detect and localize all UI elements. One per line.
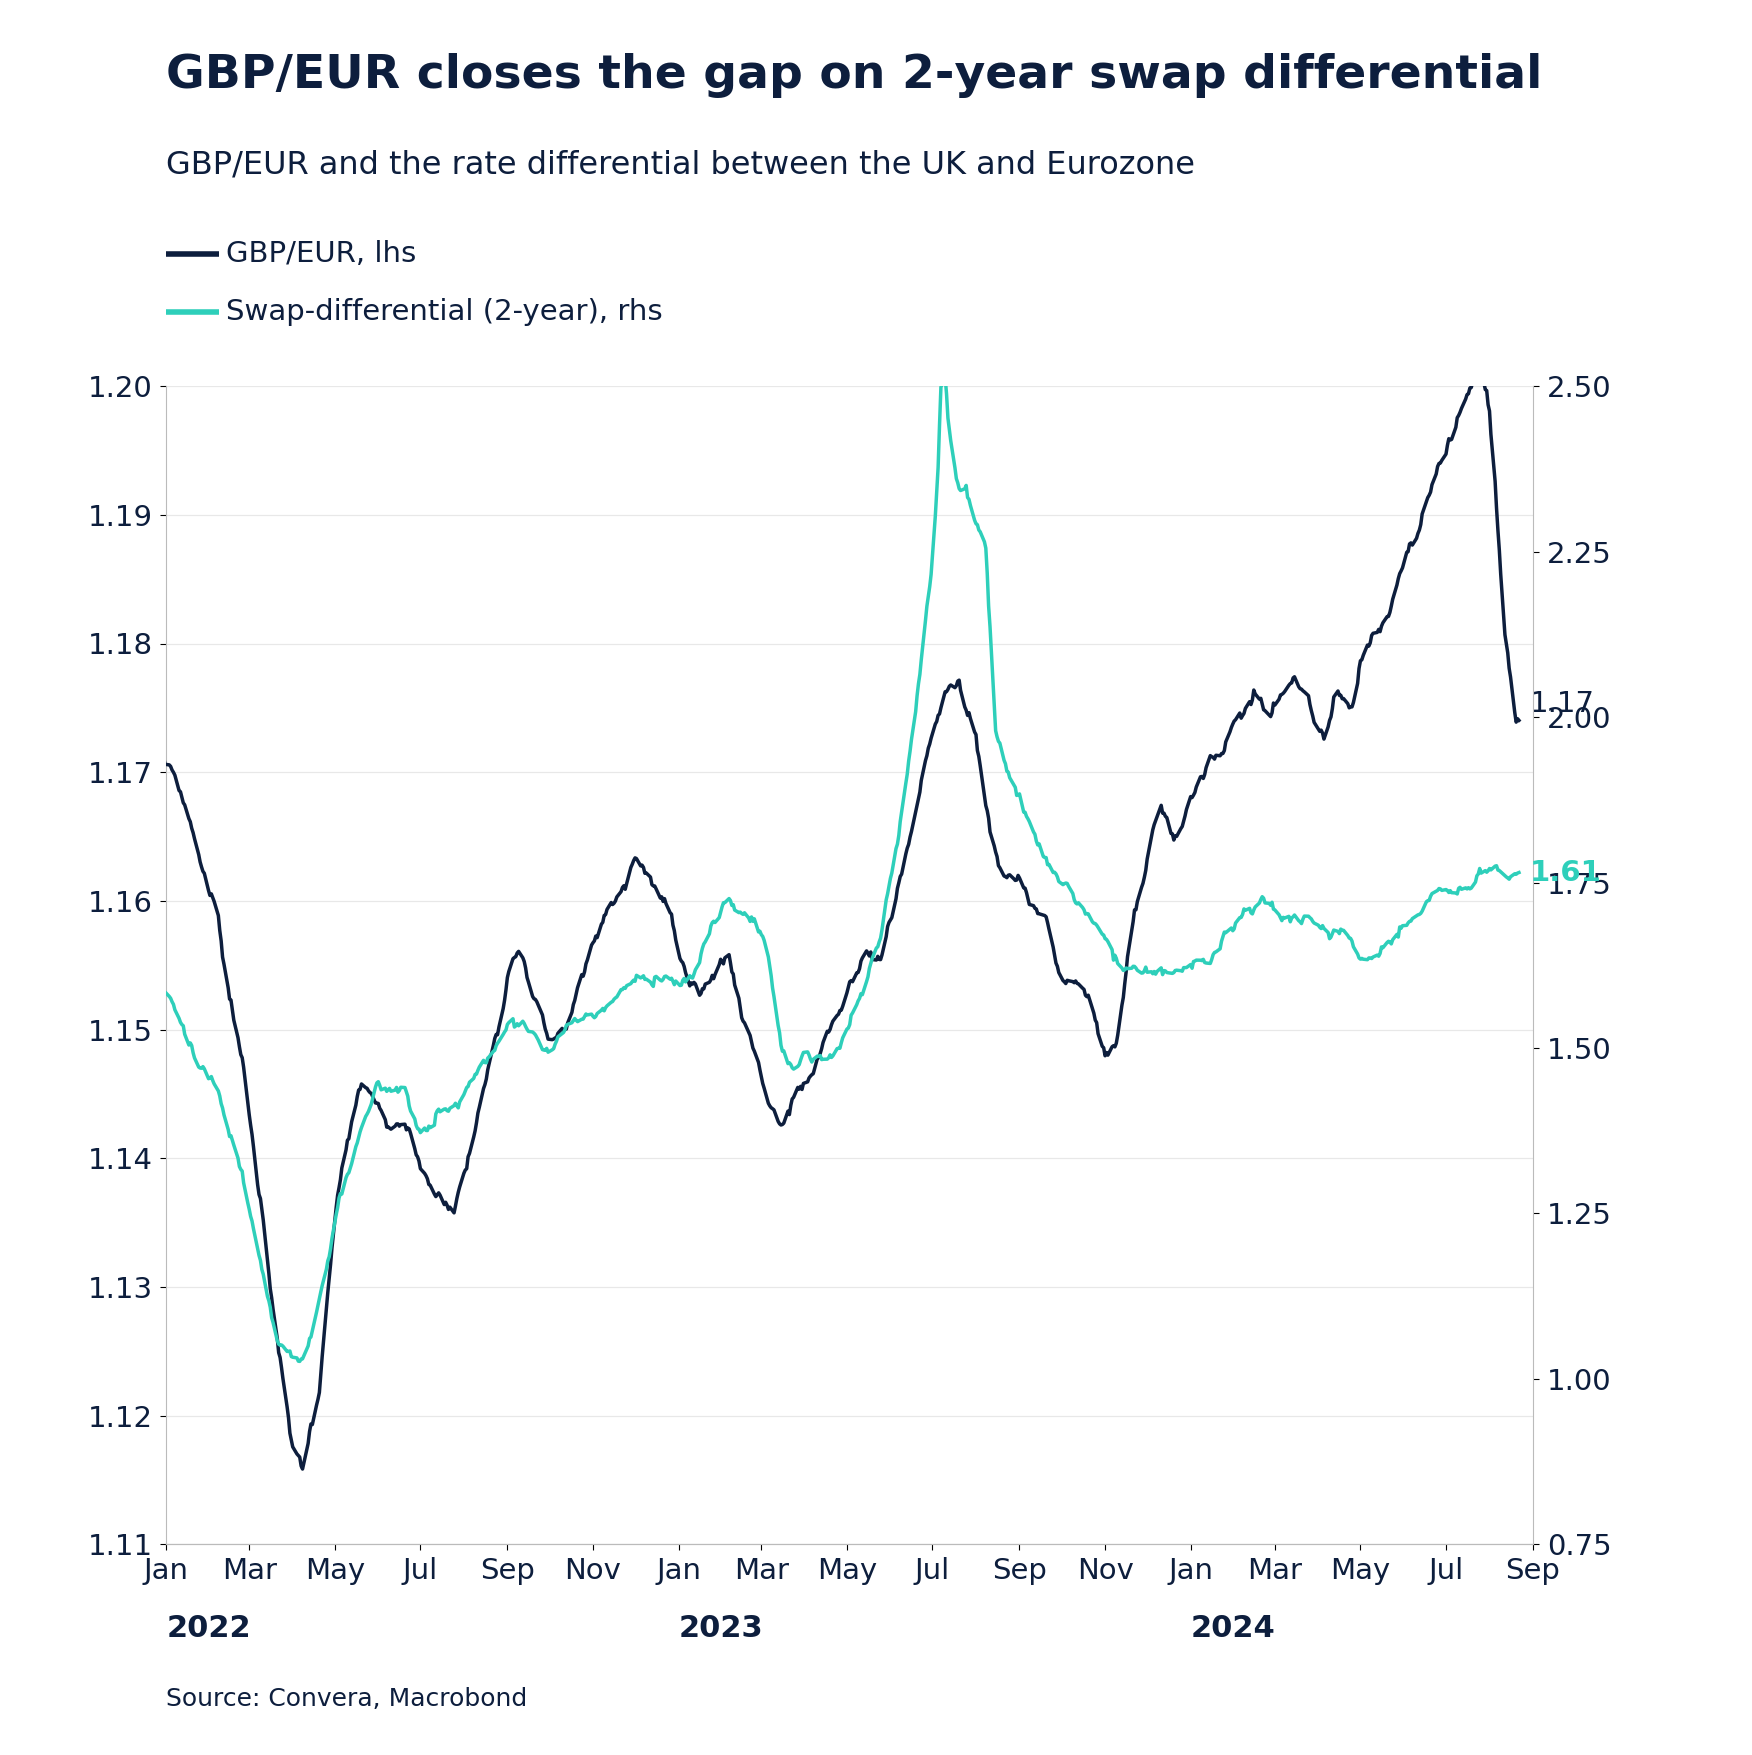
Text: GBP/EUR, lhs: GBP/EUR, lhs xyxy=(226,240,417,269)
Text: GBP/EUR and the rate differential between the UK and Eurozone: GBP/EUR and the rate differential betwee… xyxy=(166,149,1195,181)
Text: 2022: 2022 xyxy=(166,1615,251,1643)
Text: 1.17: 1.17 xyxy=(1529,690,1594,718)
Text: Swap-differential (2-year), rhs: Swap-differential (2-year), rhs xyxy=(226,298,662,326)
Text: GBP/EUR closes the gap on 2-year swap differential: GBP/EUR closes the gap on 2-year swap di… xyxy=(166,53,1544,98)
Text: 2023: 2023 xyxy=(678,1615,764,1643)
Text: 2024: 2024 xyxy=(1191,1615,1275,1643)
Text: Source: Convera, Macrobond: Source: Convera, Macrobond xyxy=(166,1687,527,1711)
Text: 1.61: 1.61 xyxy=(1529,858,1601,886)
